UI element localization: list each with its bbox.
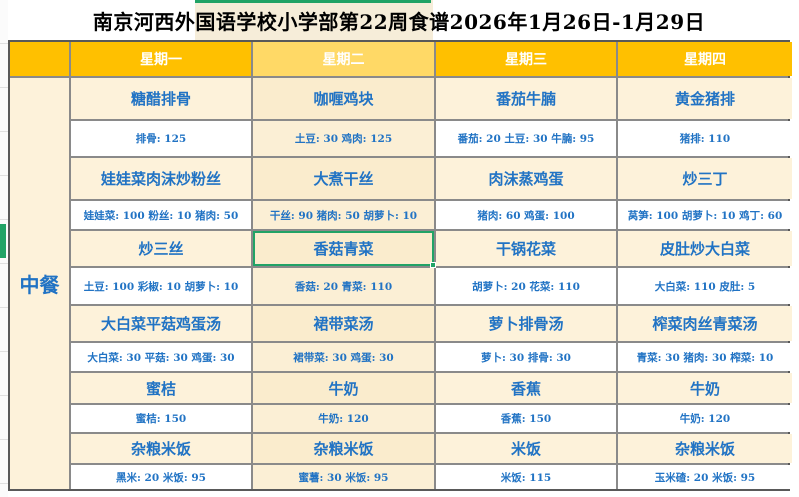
- title-cell[interactable]: 南京河西外国语学校小学部第22周食谱2026年1月26日-1月29日: [8, 0, 790, 40]
- dish-cell[interactable]: 杂粮米饭: [253, 434, 434, 463]
- dish-cell[interactable]: 大煮干丝: [253, 158, 434, 199]
- dish-cell[interactable]: 牛奶: [253, 373, 434, 403]
- dish-cell[interactable]: 香蕉: [436, 373, 616, 403]
- ingredient-cell[interactable]: 裙带菜: 30 鸡蛋: 30: [253, 343, 434, 371]
- ingredient-cell[interactable]: 大白菜: 110 皮肚: 5: [618, 268, 792, 304]
- meal-label-cell[interactable]: 中餐: [10, 78, 69, 489]
- spreadsheet-row-header-strip: [0, 0, 8, 497]
- dish-cell[interactable]: 萝卜排骨汤: [436, 306, 616, 341]
- ingredient-cell[interactable]: 土豆: 30 鸡肉: 125: [253, 121, 434, 156]
- dish-cell[interactable]: 榨菜肉丝青菜汤: [618, 306, 792, 341]
- corner-header-cell[interactable]: [10, 42, 69, 76]
- ingredient-cell[interactable]: 番茄: 20 土豆: 30 牛腩: 95: [436, 121, 616, 156]
- ingredient-cell[interactable]: 蜜桔: 150: [71, 405, 251, 432]
- dish-cell[interactable]: 裙带菜汤: [253, 306, 434, 341]
- ingredient-cell[interactable]: 蜜薯: 30 米饭: 95: [253, 465, 434, 489]
- ingredient-cell[interactable]: 猪肉: 60 鸡蛋: 100: [436, 201, 616, 229]
- ingredient-cell[interactable]: 玉米碴: 20 米饭: 95: [618, 465, 792, 489]
- dish-cell[interactable]: 大白菜平菇鸡蛋汤: [71, 306, 251, 341]
- ingredient-cell[interactable]: 牛奶: 120: [618, 405, 792, 432]
- ingredient-cell[interactable]: 香蕉: 150: [436, 405, 616, 432]
- ingredient-cell[interactable]: 米饭: 115: [436, 465, 616, 489]
- highlighted-column-band: [195, 0, 433, 40]
- dish-cell[interactable]: 杂粮米饭: [71, 434, 251, 463]
- highlighted-column-top-line: [195, 0, 431, 3]
- day-header-3[interactable]: 星期三: [436, 42, 616, 76]
- ingredient-cell[interactable]: 干丝: 90 猪肉: 50 胡萝卜: 10: [253, 201, 434, 229]
- dish-cell[interactable]: 黄金猪排: [618, 78, 792, 119]
- day-header-2[interactable]: 星期二: [253, 42, 434, 76]
- dish-cell[interactable]: 番茄牛腩: [436, 78, 616, 119]
- page-title: 南京河西外国语学校小学部第22周食谱2026年1月26日-1月29日: [92, 9, 706, 34]
- dish-cell[interactable]: 杂粮米饭: [618, 434, 792, 463]
- selection-fill-handle[interactable]: [430, 262, 436, 268]
- day-header-4[interactable]: 星期四: [618, 42, 792, 76]
- ingredient-cell[interactable]: 胡萝卜: 20 花菜: 110: [436, 268, 616, 304]
- day-header-1[interactable]: 星期一: [71, 42, 251, 76]
- dish-cell[interactable]: 香菇青菜: [253, 231, 436, 268]
- ingredient-cell[interactable]: 香菇: 20 青菜: 110: [253, 268, 434, 304]
- ingredient-cell[interactable]: 黑米: 20 米饭: 95: [71, 465, 251, 489]
- dish-cell[interactable]: 咖喱鸡块: [253, 78, 434, 119]
- selected-row-indicator: [0, 224, 6, 258]
- dish-cell[interactable]: 肉沫蒸鸡蛋: [436, 158, 616, 199]
- dish-cell[interactable]: 皮肚炒大白菜: [618, 231, 792, 266]
- ingredient-cell[interactable]: 青菜: 30 猪肉: 30 榨菜: 10: [618, 343, 792, 371]
- dish-cell[interactable]: 炒三丝: [71, 231, 251, 266]
- ingredient-cell[interactable]: 娃娃菜: 100 粉丝: 10 猪肉: 50: [71, 201, 251, 229]
- dish-cell[interactable]: 糖醋排骨: [71, 78, 251, 119]
- menu-table: 星期一 星期二 星期三 星期四中餐 糖醋排骨 排骨: 125 咖喱鸡块 土豆: 30 鸡肉: …: [8, 40, 792, 491]
- dish-cell[interactable]: 蜜桔: [71, 373, 251, 403]
- ingredient-cell[interactable]: 莴笋: 100 胡萝卜: 10 鸡丁: 60: [618, 201, 792, 229]
- dish-cell[interactable]: 米饭: [436, 434, 616, 463]
- ingredient-cell[interactable]: 猪排: 110: [618, 121, 792, 156]
- ingredient-cell[interactable]: 牛奶: 120: [253, 405, 434, 432]
- ingredient-cell[interactable]: 排骨: 125: [71, 121, 251, 156]
- dish-cell[interactable]: 牛奶: [618, 373, 792, 403]
- dish-cell[interactable]: 炒三丁: [618, 158, 792, 199]
- dish-cell[interactable]: 干锅花菜: [436, 231, 616, 266]
- ingredient-cell[interactable]: 大白菜: 30 平菇: 30 鸡蛋: 30: [71, 343, 251, 371]
- ingredient-cell[interactable]: 土豆: 100 彩椒: 10 胡萝卜: 10: [71, 268, 251, 304]
- dish-cell[interactable]: 娃娃菜肉沫炒粉丝: [71, 158, 251, 199]
- ingredient-cell[interactable]: 萝卜: 30 排骨: 30: [436, 343, 616, 371]
